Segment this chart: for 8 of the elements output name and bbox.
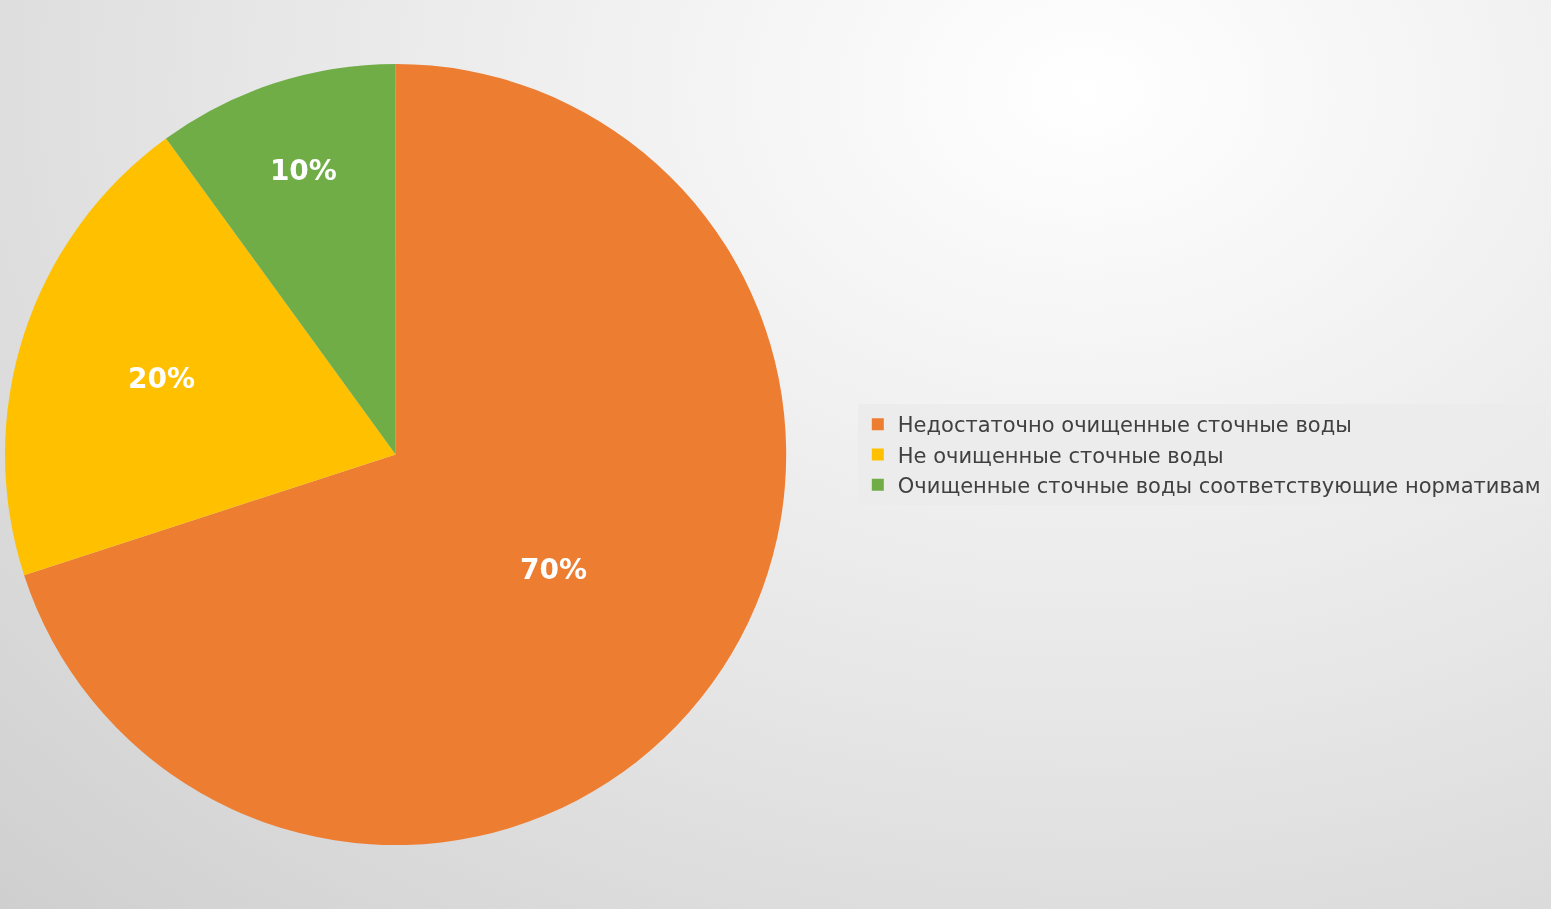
- pie-slice: [5, 138, 396, 576]
- data-label: 20%: [128, 361, 196, 395]
- pie-slice: [24, 63, 787, 845]
- data-label: 70%: [520, 552, 588, 586]
- legend-label: Не очищенные сточные воды: [897, 443, 1224, 468]
- data-label: 10%: [269, 154, 337, 188]
- legend-label: Очищенные сточные воды соответствующие нормативам: [897, 473, 1541, 498]
- legend-label: Недостаточно очищенные сточные воды: [897, 413, 1352, 438]
